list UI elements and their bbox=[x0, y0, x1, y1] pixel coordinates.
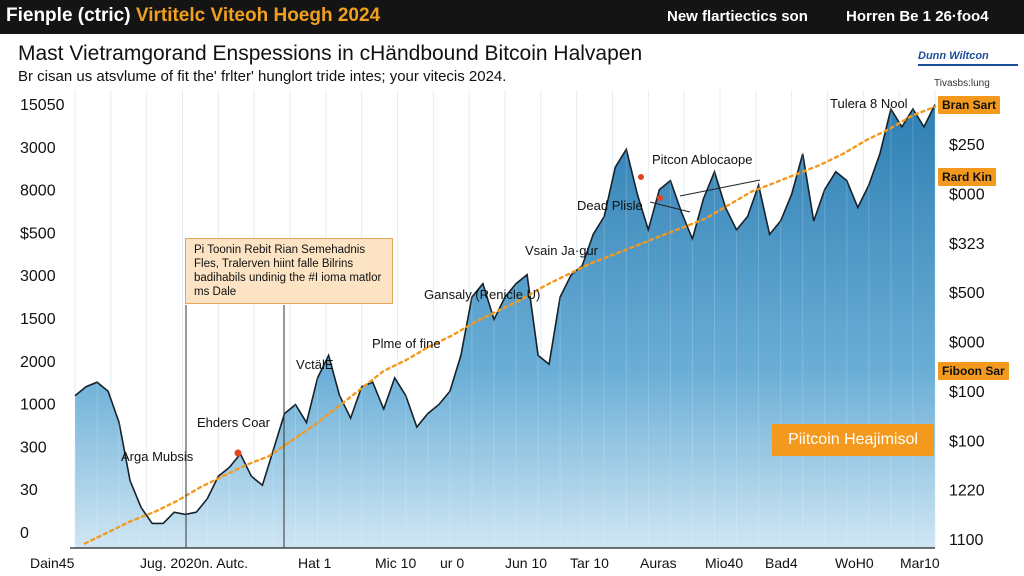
header-title-main: Fienple (ctric) bbox=[6, 5, 136, 26]
chart-subtitle: Br cisan us atsvlume of fit the' frlter'… bbox=[18, 68, 507, 85]
x-axis-tick: Mic 10 bbox=[375, 555, 416, 571]
annotation-leader bbox=[679, 179, 761, 197]
left-axis-tick: 1500 bbox=[20, 311, 56, 328]
annotation-marker bbox=[638, 174, 644, 180]
annotation-label: Vsain Ja·gur bbox=[525, 243, 599, 258]
x-axis-tick: WoH0 bbox=[835, 555, 874, 571]
right-axis-tick: $100 bbox=[949, 433, 985, 450]
x-axis-tick: Jun 10 bbox=[505, 555, 547, 571]
left-axis-tick: 3000 bbox=[20, 268, 56, 285]
header-title: Fienple (ctric) Virtitelc Viteoh Hoegh 2… bbox=[6, 5, 380, 27]
right-axis-tick: $000 bbox=[949, 335, 985, 352]
right-axis-tick: $250 bbox=[949, 137, 985, 154]
brand-logo: Dunn Wiltcon bbox=[918, 50, 989, 62]
highlight-label: Piitcoin Heajimisol bbox=[772, 424, 934, 456]
x-axis-tick: Hat 1 bbox=[298, 555, 332, 571]
note-box: Pi Toonin Rebit Rian Semehadnis Fles, Tr… bbox=[185, 238, 393, 304]
x-axis-tick: ur 0 bbox=[440, 555, 464, 571]
annotations: Tulera 8 Nool Pitcon Ablocaope Dead Plisle… bbox=[121, 96, 908, 548]
annotation-leader bbox=[649, 201, 691, 213]
x-axis-tick: Auras bbox=[640, 555, 677, 571]
annotation-label: Dead Plisle bbox=[577, 198, 643, 213]
header-right-text-1: New flartiectics son bbox=[667, 8, 808, 25]
x-axis-tick: Mio40 bbox=[705, 555, 743, 571]
price-area-series bbox=[74, 104, 936, 548]
annotation-label: Arga Mubsis bbox=[121, 449, 194, 464]
trend-line bbox=[83, 105, 937, 545]
right-axis-tick: $100 bbox=[949, 384, 985, 401]
x-axis-tick: Dain45 bbox=[30, 555, 75, 571]
annotation-label: Plme of fine bbox=[372, 336, 441, 351]
chart-title: Mast Vietramgorand Enspessions in cHändb… bbox=[18, 42, 643, 65]
left-axis-tick: 30 bbox=[20, 482, 38, 499]
left-axis-tick: 0 bbox=[20, 525, 29, 542]
right-axis-tick: $500 bbox=[949, 285, 985, 302]
right-axis-tick: $323 bbox=[949, 236, 985, 253]
left-axis-tick: $500 bbox=[20, 225, 56, 242]
right-axis-caption: Tivasbs:lung bbox=[934, 78, 990, 89]
annotation-label: Tulera 8 Nool bbox=[830, 96, 908, 111]
annotation-marker bbox=[657, 195, 663, 201]
right-axis-tick: 1220 bbox=[949, 483, 985, 500]
trend-series bbox=[83, 105, 937, 545]
annotation-label: Gansaly (Renicle U) bbox=[424, 287, 540, 302]
annotation-label: Pitcon Ablocaope bbox=[652, 152, 752, 167]
left-axis-tick: 3000 bbox=[20, 140, 56, 157]
price-line bbox=[74, 104, 936, 525]
left-axis-tick: 8000 bbox=[20, 183, 56, 200]
x-axis-tick: Jug. 2020n. Autc. bbox=[140, 555, 248, 571]
x-axis-tick: Bad4 bbox=[765, 555, 798, 571]
x-axis: Dain45 Jug. 2020n. Autc. Hat 1 Mic 10 ur 0 Ju… bbox=[30, 555, 940, 571]
annotation-tag-fiboon-sar: Fiboon Sar bbox=[938, 362, 1009, 380]
annotation-label: Ehders Coar bbox=[197, 415, 271, 430]
right-axis: $250 $000 $323 $500 $000 $100 $100 1220 1100 bbox=[949, 137, 985, 549]
header-bar: Fienple (ctric) Virtitelc Viteoh Hoegh 2… bbox=[0, 0, 1024, 34]
right-axis-tick: $000 bbox=[949, 186, 985, 203]
x-axis-tick: Tar 10 bbox=[570, 555, 609, 571]
annotation-marker bbox=[234, 449, 242, 457]
brand-underline bbox=[918, 64, 1018, 66]
left-axis-tick: 300 bbox=[20, 439, 47, 456]
annotation-label: VctälE bbox=[296, 357, 334, 372]
annotation-tag-rard-kin: Rard Kin bbox=[938, 168, 997, 186]
header-title-highlight: Virtitelc Viteoh Hoegh 2024 bbox=[135, 5, 381, 26]
annotation-tag-bran-sart: Bran Sart bbox=[938, 96, 1001, 114]
header-right-text-2: Horren Be 1 26·foo4 bbox=[846, 8, 989, 25]
x-axis-tick: Mar10 bbox=[900, 555, 940, 571]
left-axis-tick: 2000 bbox=[20, 354, 56, 371]
left-axis-tick: 15050 bbox=[20, 97, 65, 114]
right-axis-tick: 1100 bbox=[949, 532, 984, 549]
price-area-fill bbox=[75, 104, 935, 548]
left-axis-tick: 1000 bbox=[20, 397, 56, 414]
